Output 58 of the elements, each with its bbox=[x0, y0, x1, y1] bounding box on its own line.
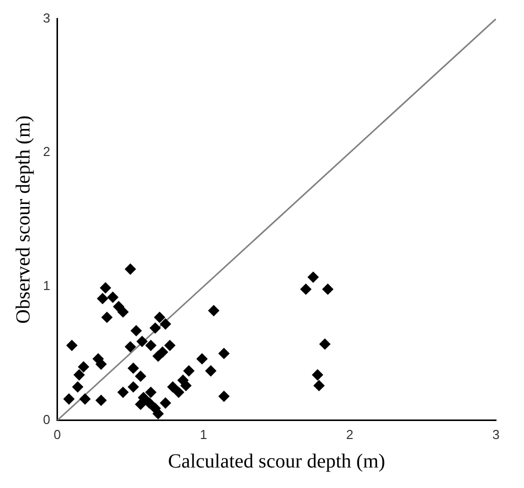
point bbox=[135, 370, 146, 382]
x-tick-label: 0 bbox=[54, 426, 61, 442]
point bbox=[152, 408, 164, 420]
point bbox=[130, 325, 142, 336]
point bbox=[118, 306, 129, 318]
point bbox=[128, 381, 139, 392]
x-axis-title: Calculated scour depth (m) bbox=[168, 450, 386, 472]
point bbox=[101, 312, 112, 323]
point bbox=[164, 340, 176, 351]
point bbox=[196, 353, 208, 364]
y-tick-label: 3 bbox=[42, 10, 50, 26]
point bbox=[145, 340, 156, 351]
point bbox=[205, 365, 216, 376]
point bbox=[63, 393, 74, 404]
point bbox=[74, 369, 85, 380]
point bbox=[218, 348, 230, 359]
point bbox=[144, 398, 155, 408]
point bbox=[118, 386, 129, 398]
point bbox=[128, 362, 139, 374]
point bbox=[314, 380, 325, 392]
point bbox=[173, 386, 184, 398]
y-tick-label: 1 bbox=[42, 278, 50, 294]
y-tick-label: 2 bbox=[42, 144, 50, 160]
point bbox=[138, 392, 150, 404]
point bbox=[150, 322, 161, 334]
point bbox=[100, 282, 111, 294]
x-tick-label: 2 bbox=[346, 426, 354, 442]
y-axis-title: Observed scour depth (m) bbox=[12, 115, 34, 324]
point bbox=[312, 369, 324, 380]
point bbox=[319, 338, 330, 350]
point bbox=[157, 346, 168, 358]
point bbox=[124, 341, 136, 352]
point bbox=[218, 390, 230, 402]
point bbox=[80, 393, 91, 404]
point bbox=[154, 312, 166, 323]
point bbox=[96, 358, 107, 370]
point bbox=[124, 264, 136, 275]
point bbox=[97, 293, 108, 304]
point bbox=[308, 272, 319, 283]
point bbox=[72, 381, 84, 392]
point bbox=[78, 361, 90, 372]
point bbox=[167, 381, 178, 392]
point bbox=[322, 284, 334, 295]
point bbox=[96, 394, 107, 406]
point bbox=[180, 380, 192, 392]
point bbox=[160, 398, 171, 408]
point bbox=[160, 318, 171, 330]
point bbox=[300, 284, 312, 295]
point bbox=[183, 365, 194, 376]
point bbox=[135, 398, 146, 410]
point bbox=[136, 336, 148, 347]
point bbox=[66, 340, 78, 351]
point bbox=[208, 305, 220, 316]
y-tick-label: 0 bbox=[42, 412, 50, 427]
x-tick-label: 1 bbox=[200, 426, 208, 442]
point bbox=[145, 386, 156, 398]
x-tick-label: 3 bbox=[492, 426, 500, 442]
point bbox=[107, 292, 118, 303]
